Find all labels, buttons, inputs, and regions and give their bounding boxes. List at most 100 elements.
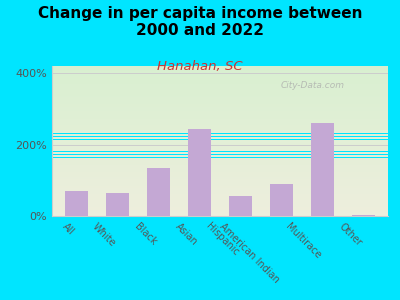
Bar: [52, 198, 388, 200]
Bar: [52, 100, 388, 102]
Bar: [52, 72, 388, 74]
Bar: [52, 132, 388, 134]
Bar: [52, 130, 388, 132]
Bar: [52, 114, 388, 116]
Bar: [52, 136, 388, 138]
Bar: [52, 124, 388, 126]
Bar: [52, 196, 388, 198]
Bar: [52, 177, 388, 178]
Bar: [52, 202, 388, 204]
Bar: [52, 112, 388, 114]
Bar: [52, 134, 388, 135]
Bar: [52, 126, 388, 128]
Bar: [52, 135, 388, 136]
Bar: [52, 69, 388, 70]
Bar: [52, 190, 388, 192]
Bar: [52, 162, 388, 164]
Bar: [52, 174, 388, 176]
Bar: [52, 94, 388, 96]
Bar: [52, 214, 388, 216]
Bar: [52, 87, 388, 88]
Text: Hanahan, SC: Hanahan, SC: [157, 60, 243, 73]
Bar: [52, 204, 388, 206]
Bar: [52, 111, 388, 112]
Bar: [52, 84, 388, 86]
Bar: [52, 189, 388, 190]
Bar: [52, 128, 388, 129]
Bar: [52, 180, 388, 182]
Bar: [52, 210, 388, 212]
Bar: [52, 200, 388, 201]
Bar: [52, 142, 388, 144]
Bar: [52, 169, 388, 171]
Bar: [52, 74, 388, 75]
Bar: [52, 80, 388, 81]
Bar: [52, 146, 388, 147]
Bar: [52, 195, 388, 196]
Bar: [52, 144, 388, 146]
Bar: [52, 208, 388, 210]
Bar: [52, 118, 388, 120]
Bar: [52, 156, 388, 158]
Bar: [52, 183, 388, 184]
Bar: [52, 141, 388, 142]
Bar: [52, 186, 388, 188]
Bar: [52, 172, 388, 174]
Bar: [147, 168, 170, 216]
Bar: [52, 122, 388, 123]
Bar: [52, 70, 388, 72]
Bar: [52, 206, 388, 207]
Bar: [106, 193, 129, 216]
Bar: [188, 128, 211, 216]
Bar: [52, 178, 388, 180]
Bar: [52, 165, 388, 166]
Bar: [52, 123, 388, 124]
Bar: [52, 81, 388, 82]
Bar: [52, 82, 388, 84]
Bar: [52, 184, 388, 186]
Bar: [52, 117, 388, 118]
Bar: [52, 138, 388, 140]
Bar: [311, 123, 334, 216]
Bar: [52, 140, 388, 141]
Bar: [52, 66, 388, 68]
Bar: [52, 85, 388, 87]
Bar: [52, 120, 388, 122]
Bar: [52, 102, 388, 104]
Bar: [52, 164, 388, 165]
Bar: [52, 68, 388, 69]
Bar: [52, 194, 388, 195]
Bar: [52, 93, 388, 94]
Bar: [52, 105, 388, 106]
Bar: [52, 212, 388, 213]
Bar: [52, 150, 388, 152]
Bar: [52, 201, 388, 202]
Bar: [52, 148, 388, 150]
Bar: [52, 88, 388, 90]
Bar: [52, 213, 388, 214]
Bar: [52, 160, 388, 162]
Bar: [52, 171, 388, 172]
Bar: [52, 116, 388, 117]
Bar: [52, 153, 388, 154]
Bar: [65, 191, 88, 216]
Bar: [52, 110, 388, 111]
Bar: [52, 192, 388, 194]
Bar: [270, 184, 293, 216]
Bar: [52, 176, 388, 177]
Bar: [52, 147, 388, 148]
Bar: [52, 76, 388, 78]
Bar: [352, 215, 375, 216]
Bar: [52, 108, 388, 110]
Text: Change in per capita income between
2000 and 2022: Change in per capita income between 2000…: [38, 6, 362, 38]
Bar: [52, 188, 388, 189]
Bar: [52, 168, 388, 170]
Bar: [52, 207, 388, 208]
Bar: [52, 78, 388, 80]
Bar: [52, 99, 388, 100]
Bar: [52, 92, 388, 93]
Bar: [52, 90, 388, 92]
Text: City-Data.com: City-Data.com: [280, 81, 344, 90]
Bar: [52, 182, 388, 183]
Bar: [52, 75, 388, 76]
